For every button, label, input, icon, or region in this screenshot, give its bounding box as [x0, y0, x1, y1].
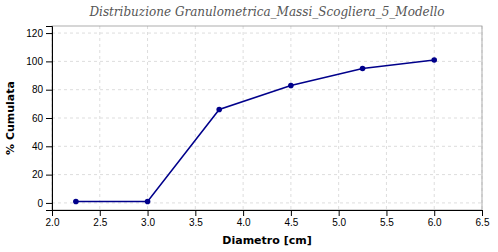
data-line — [76, 60, 434, 202]
x-tick-label: 4.5 — [284, 217, 298, 228]
grid-line-x — [195, 26, 196, 210]
x-tick-mark — [482, 210, 483, 216]
data-point — [73, 199, 79, 205]
grid-line-x — [290, 26, 291, 210]
y-tick: 120 — [26, 28, 52, 39]
x-tick: 4.5 — [284, 210, 298, 228]
y-tick-label: 60 — [32, 113, 44, 124]
plot-frame — [52, 26, 482, 210]
x-tick-mark — [339, 210, 340, 216]
y-axis-line — [46, 27, 53, 211]
y-tick-label: 40 — [32, 141, 44, 152]
y-tick-mark — [46, 146, 52, 147]
grid-line-y — [52, 118, 482, 119]
x-tick: 5.5 — [380, 210, 394, 228]
grid-line-y — [52, 174, 482, 175]
grid — [52, 26, 482, 210]
grid-line-x — [386, 26, 387, 210]
y-axis: 0 20 40 60 80 100 120 — [26, 27, 52, 211]
x-tick-label: 2.0 — [46, 217, 60, 228]
data-point — [431, 57, 437, 63]
x-axis: 2.0 2.5 3.0 3.5 4.0 4.5 5.0 5.5 6.0 6.5 — [46, 210, 490, 228]
y-tick: 20 — [32, 169, 52, 180]
x-tick: 2.0 — [46, 210, 60, 228]
y-tick-mark — [46, 61, 52, 62]
y-tick-label: 100 — [26, 56, 43, 67]
x-tick-label: 5.5 — [380, 217, 394, 228]
x-axis-title: Diametro [cm] — [222, 234, 311, 247]
x-tick: 6.0 — [428, 210, 442, 228]
x-tick-label: 2.5 — [93, 217, 107, 228]
y-tick-mark — [46, 203, 52, 204]
x-tick: 3.5 — [189, 210, 203, 228]
y-tick: 0 — [37, 198, 52, 209]
data-point — [360, 66, 366, 72]
x-axis-line — [53, 211, 483, 217]
x-tick-label: 4.0 — [237, 217, 251, 228]
data-point — [288, 83, 294, 89]
grid-line-x — [243, 26, 244, 210]
plot-area: 2.0 2.5 3.0 3.5 4.0 4.5 5.0 5.5 6.0 6.5 0 20 40 60 80 1… — [26, 26, 490, 228]
x-tick-label: 6.0 — [428, 217, 442, 228]
y-tick: 80 — [32, 84, 52, 95]
y-tick-label: 20 — [32, 169, 44, 180]
grid-line-x — [147, 26, 148, 210]
y-tick-label: 80 — [32, 84, 44, 95]
x-tick: 2.5 — [93, 210, 107, 228]
x-tick-mark — [434, 210, 435, 216]
x-tick-mark — [291, 210, 292, 216]
y-axis-title: % Cumulata — [4, 81, 17, 155]
x-tick-mark — [195, 210, 196, 216]
chart-title: Distribuzione Granulometrica_Massi_Scogl… — [88, 5, 444, 19]
grid-line-x — [434, 26, 435, 210]
x-tick-label: 6.5 — [476, 217, 490, 228]
y-tick-mark — [46, 33, 52, 34]
data-point — [145, 199, 151, 205]
y-tick-label: 120 — [26, 28, 43, 39]
y-tick-mark — [46, 175, 52, 176]
x-tick-label: 3.0 — [141, 217, 155, 228]
x-tick-label: 5.0 — [332, 217, 346, 228]
x-tick-mark — [148, 210, 149, 216]
x-tick-mark — [243, 210, 244, 216]
data-layer — [73, 57, 437, 204]
x-tick: 5.0 — [332, 210, 346, 228]
y-tick: 60 — [32, 113, 52, 124]
y-tick: 40 — [32, 141, 52, 152]
y-tick-label: 0 — [37, 198, 43, 209]
x-tick: 6.5 — [476, 210, 490, 228]
data-point — [216, 107, 222, 113]
y-tick-mark — [46, 118, 52, 119]
chart-svg: 2.0 2.5 3.0 3.5 4.0 4.5 5.0 5.5 6.0 6.5 0 20 40 60 80 1… — [0, 0, 498, 252]
y-tick: 100 — [26, 56, 52, 67]
grid-line-y — [52, 202, 482, 203]
chart-container: 2.0 2.5 3.0 3.5 4.0 4.5 5.0 5.5 6.0 6.5 0 20 40 60 80 1… — [0, 0, 498, 252]
grid-line-y — [52, 89, 482, 90]
y-tick-mark — [46, 90, 52, 91]
x-tick-mark — [386, 210, 387, 216]
grid-line-y — [52, 33, 482, 34]
x-tick-label: 3.5 — [189, 217, 203, 228]
grid-line-x — [338, 26, 339, 210]
x-tick: 3.0 — [141, 210, 155, 228]
x-tick: 4.0 — [237, 210, 251, 228]
x-tick-mark — [100, 210, 101, 216]
grid-line-y — [52, 146, 482, 147]
